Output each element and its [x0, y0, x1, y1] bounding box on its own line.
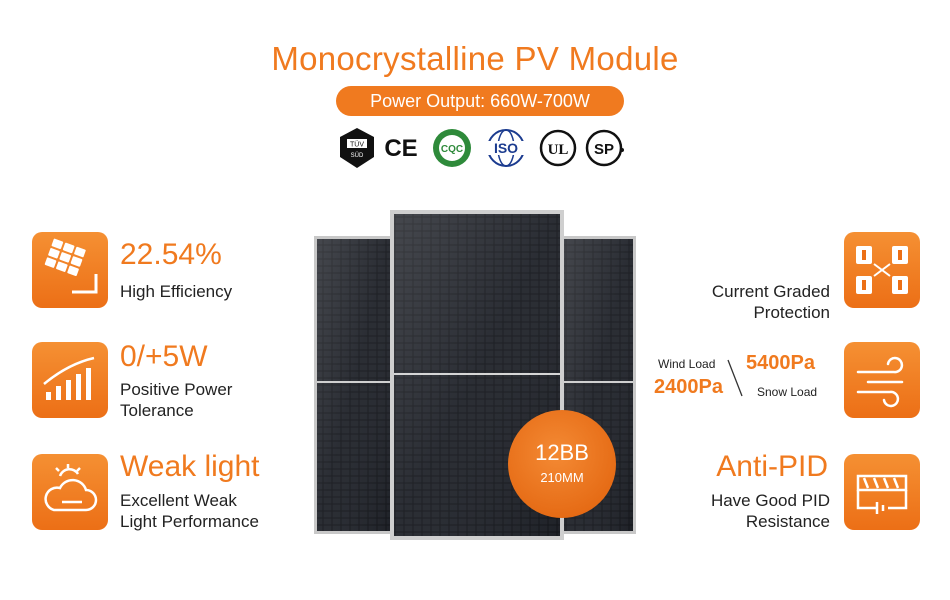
solar-panel-icon — [44, 238, 98, 294]
pid-icon-box — [844, 454, 920, 530]
cqc-icon: CQC — [433, 129, 471, 167]
anti-pid-label-line2: Resistance — [745, 512, 830, 531]
tuv-sud-icon: TÜV SÜD — [340, 128, 374, 168]
graded-label-line2: Protection — [753, 303, 830, 322]
graded-label-line1: Current Graded — [711, 282, 830, 301]
cell-size: 210MM — [540, 470, 584, 485]
weak-light-label-line1: Excellent Weak — [120, 491, 237, 510]
svg-text:SÜD: SÜD — [351, 152, 364, 159]
efficiency-label: High Efficiency — [120, 282, 233, 301]
solar-panels-image — [314, 210, 636, 540]
efficiency-value: 22.54% — [120, 238, 222, 271]
anti-pid-value: Anti-PID — [716, 450, 828, 483]
ce-mark-icon: CE — [384, 135, 417, 162]
cloud-sun-icon — [44, 464, 98, 512]
load-divider — [727, 359, 743, 397]
ul-icon: UL — [539, 129, 577, 167]
csa-icon: SP — [585, 129, 624, 167]
circuit-icon — [856, 474, 908, 514]
svg-text:CQC: CQC — [441, 144, 463, 155]
wind-load-value: 5400Pa — [746, 352, 815, 374]
wind-icon — [856, 356, 904, 408]
snow-load-value: 2400Pa — [654, 376, 723, 398]
svg-text:TÜV: TÜV — [350, 141, 364, 149]
tolerance-label-line1: Positive Power — [120, 380, 233, 399]
weak-light-icon-box — [32, 454, 108, 530]
page-title: Monocrystalline PV Module — [271, 40, 679, 77]
graded-icon-box — [844, 232, 920, 308]
efficiency-icon-box — [32, 232, 108, 308]
cell-spec-badge: 12BB 210MM — [508, 410, 616, 518]
tolerance-value: 0/+5W — [120, 340, 208, 373]
certification-logos: TÜV SÜD CE CQC ISO UL SP — [336, 126, 626, 170]
weak-light-label-line2: Light Performance — [120, 512, 259, 531]
snow-load-label: Snow Load — [757, 385, 818, 399]
svg-text:ISO: ISO — [494, 140, 518, 156]
weak-light-value: Weak light — [120, 450, 260, 483]
tolerance-label-line2: Tolerance — [120, 401, 194, 420]
svg-text:UL: UL — [548, 142, 569, 158]
anti-pid-label-line1: Have Good PID — [710, 491, 830, 510]
busbar-count: 12BB — [535, 440, 589, 465]
graded-cells-icon — [856, 246, 908, 294]
wind-load-label: Wind Load — [658, 357, 716, 371]
svg-text:CE: CE — [384, 135, 417, 162]
signal-bars-icon — [43, 356, 95, 400]
iso-icon: ISO — [484, 129, 528, 167]
svg-text:SP: SP — [594, 141, 614, 158]
load-icon-box — [844, 342, 920, 418]
tolerance-icon-box — [32, 342, 108, 418]
power-output-badge: Power Output: 660W-700W — [336, 86, 624, 116]
